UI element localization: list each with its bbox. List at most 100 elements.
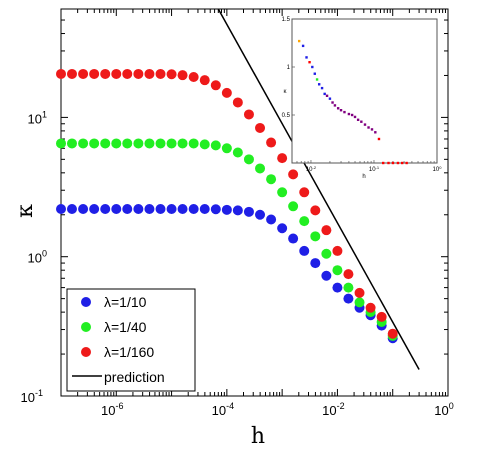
inset-data-point: [356, 118, 360, 121]
data-point: [299, 245, 310, 256]
data-point: [288, 169, 299, 180]
data-point: [343, 293, 354, 304]
data-point: [299, 216, 310, 227]
inset-tick-labels: 10-2 10-1 100 0.5 1 1.5: [282, 17, 443, 173]
data-point: [188, 71, 199, 82]
data-point: [232, 205, 243, 216]
inset-data-point: [297, 39, 301, 43]
data-point: [255, 209, 266, 220]
legend-items: λ=1/10 λ=1/40 λ=1/160 prediction: [72, 294, 165, 385]
data-point: [332, 282, 343, 293]
inset-data-point: [333, 104, 337, 107]
legend-item: λ=1/160: [81, 344, 154, 360]
data-point: [387, 328, 398, 339]
data-point: [232, 97, 243, 108]
data-point: [243, 154, 254, 165]
inset-data-point: [367, 126, 370, 129]
data-point: [155, 68, 166, 79]
data-point: [354, 287, 365, 298]
x-tick-label: 10-4: [212, 401, 234, 418]
legend-item: λ=1/40: [81, 319, 147, 335]
data-point: [144, 203, 155, 214]
data-point: [177, 138, 188, 149]
legend-marker: [81, 322, 91, 332]
data-point: [288, 201, 299, 212]
data-point: [188, 138, 199, 149]
data-point: [243, 206, 254, 217]
inset-data-point: [350, 113, 354, 117]
data-point: [111, 203, 122, 214]
data-point: [221, 204, 232, 215]
data-point: [100, 68, 111, 79]
inset-x-label: h: [362, 174, 365, 180]
legend-label: prediction: [104, 369, 165, 385]
inset-data-point: [313, 72, 316, 75]
data-point: [66, 203, 77, 214]
data-point: [66, 68, 77, 79]
data-point: [277, 223, 288, 234]
data-point: [111, 68, 122, 79]
legend-label: λ=1/160: [104, 344, 154, 360]
legend-item: λ=1/10: [81, 294, 147, 310]
prediction-line: [217, 8, 420, 370]
data-point: [210, 140, 221, 151]
inset-data-point: [308, 61, 311, 64]
inset-y-tick-label: 1.5: [282, 17, 291, 23]
inset-data-point: [347, 112, 351, 116]
y-tick-label: 10-1: [21, 388, 43, 405]
y-tick-label: 101: [28, 109, 47, 126]
data-point: [56, 138, 66, 149]
data-point: [221, 87, 232, 98]
data-point: [299, 187, 310, 198]
data-point: [266, 174, 277, 185]
data-point: [89, 138, 100, 149]
data-point: [100, 203, 111, 214]
data-point: [243, 109, 254, 120]
data-point: [122, 68, 133, 79]
series-lambda_40: [56, 138, 398, 341]
data-point: [266, 214, 277, 225]
data-point: [144, 68, 155, 79]
main-plot: 10-6 10-4 10-2 100 10-1 100 101 h κ: [13, 8, 454, 449]
inset-data-point: [360, 120, 363, 123]
inset-data-point: [320, 86, 324, 90]
data-point: [78, 203, 89, 214]
inset-plot: 10-2 10-1 100 0.5 1 1.5 h κ: [282, 17, 443, 180]
data-point: [100, 138, 111, 149]
data-point: [133, 203, 144, 214]
inset-y-tick-label: 0.5: [282, 113, 291, 119]
data-point: [155, 138, 166, 149]
inset-data-point: [301, 44, 305, 48]
data-point: [199, 203, 210, 214]
inset-data-point: [381, 161, 385, 165]
data-point: [155, 203, 166, 214]
data-point: [321, 248, 332, 259]
data-point: [188, 203, 199, 214]
data-point: [332, 245, 343, 256]
data-point: [310, 258, 321, 269]
inset-data-point: [343, 110, 346, 114]
inset-data-points: [297, 39, 408, 165]
inset-data-point: [405, 161, 408, 165]
main-ticks: [60, 8, 448, 397]
inset-data-point: [325, 94, 329, 97]
main-plot-frame: [60, 8, 449, 397]
x-axis-label: h: [251, 424, 265, 449]
data-point: [122, 138, 133, 149]
data-point: [133, 138, 144, 149]
inset-data-point: [374, 131, 377, 134]
inset-data-point: [400, 161, 404, 165]
inset-data-point: [370, 128, 374, 131]
inset-data-point: [377, 137, 381, 141]
inset-data-point: [311, 65, 314, 69]
inset-data-point: [387, 161, 390, 165]
legend-item: prediction: [72, 369, 165, 385]
data-point: [111, 138, 122, 149]
data-point: [210, 80, 221, 91]
legend-marker: [81, 347, 91, 357]
legend-label: λ=1/40: [104, 319, 147, 335]
data-point: [310, 205, 321, 216]
data-point: [144, 138, 155, 149]
inset-frame: [291, 18, 438, 164]
